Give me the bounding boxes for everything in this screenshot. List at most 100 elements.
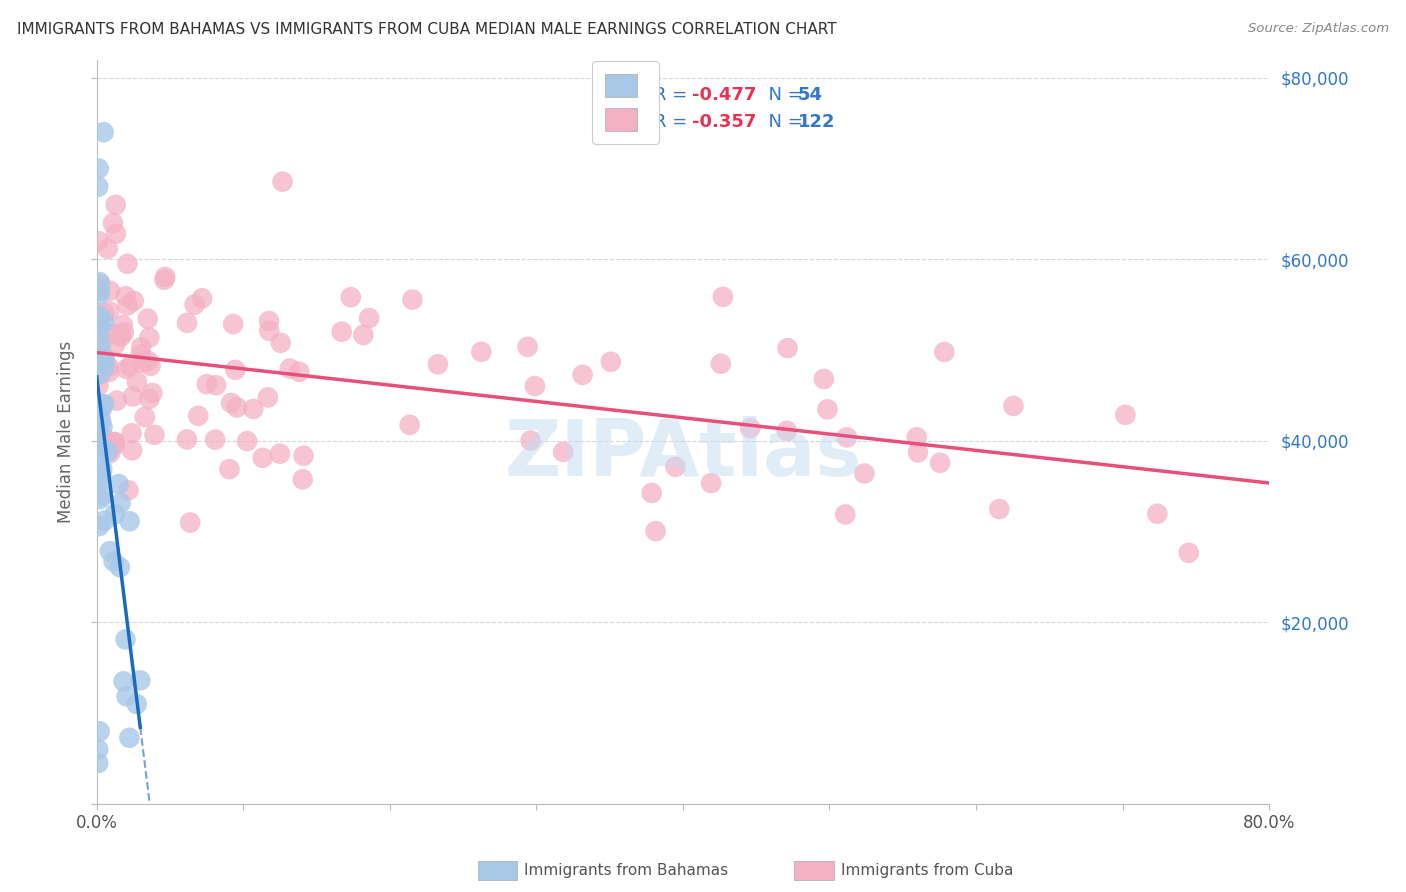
Point: [110, 330, 132, 344]
Point: [93, 359, 115, 374]
Point: [87, 309, 110, 323]
Point: [599, 355, 621, 369]
Point: [89, 492, 111, 507]
Point: [1114, 408, 1136, 422]
Point: [103, 554, 125, 568]
Point: [93, 431, 115, 445]
Text: N =: N =: [756, 86, 808, 103]
Point: [907, 445, 929, 459]
Text: -0.357: -0.357: [692, 113, 756, 131]
Point: [111, 318, 134, 333]
Point: [89, 284, 111, 298]
Point: [104, 227, 127, 241]
Text: IMMIGRANTS FROM BAHAMAS VS IMMIGRANTS FROM CUBA MEDIAN MALE EARNINGS CORRELATION: IMMIGRANTS FROM BAHAMAS VS IMMIGRANTS FR…: [17, 22, 837, 37]
Point: [138, 354, 160, 368]
Point: [87, 319, 110, 334]
Point: [87, 404, 110, 418]
Point: [90, 277, 112, 292]
Point: [87, 320, 110, 334]
Point: [934, 345, 956, 359]
Point: [117, 483, 139, 498]
Point: [1146, 507, 1168, 521]
Point: [834, 508, 856, 522]
Point: [292, 449, 315, 463]
Point: [571, 368, 593, 382]
Point: [103, 435, 125, 450]
Point: [90, 401, 112, 416]
Point: [242, 401, 264, 416]
Point: [89, 367, 111, 381]
Point: [278, 361, 301, 376]
Point: [426, 357, 449, 371]
Point: [776, 424, 799, 438]
Point: [125, 697, 148, 711]
Point: [110, 327, 132, 342]
Point: [98, 365, 121, 379]
Point: [98, 284, 121, 298]
Point: [222, 317, 245, 331]
Point: [104, 438, 127, 452]
Point: [120, 359, 142, 373]
Point: [835, 430, 858, 444]
Point: [131, 355, 153, 369]
Point: [98, 544, 121, 558]
Point: [776, 341, 799, 355]
Point: [122, 293, 145, 308]
Point: [134, 410, 156, 425]
Point: [176, 316, 198, 330]
Point: [176, 433, 198, 447]
Point: [817, 402, 839, 417]
Point: [87, 742, 110, 756]
Point: [87, 378, 110, 392]
Point: [104, 337, 127, 351]
Point: [87, 339, 110, 353]
Point: [129, 347, 152, 361]
Point: [93, 397, 115, 411]
Point: [141, 386, 163, 401]
Point: [89, 724, 111, 739]
Point: [87, 398, 110, 412]
Point: [114, 632, 136, 647]
Point: [988, 502, 1011, 516]
Point: [93, 125, 115, 139]
Point: [710, 357, 733, 371]
Point: [516, 340, 538, 354]
Point: [91, 420, 114, 434]
Point: [90, 338, 112, 352]
Point: [91, 462, 114, 476]
Point: [90, 468, 112, 483]
Point: [853, 467, 876, 481]
Point: [112, 326, 135, 340]
Point: [87, 450, 110, 465]
Point: [553, 445, 575, 459]
Point: [90, 397, 112, 411]
Point: [91, 489, 114, 503]
Text: R =: R =: [654, 86, 693, 103]
Point: [205, 378, 228, 392]
Point: [114, 289, 136, 303]
Point: [90, 320, 112, 334]
Point: [640, 486, 662, 500]
Point: [101, 327, 124, 342]
Point: [117, 257, 139, 271]
Point: [98, 359, 121, 374]
Point: [218, 462, 240, 476]
Point: [129, 341, 152, 355]
Point: [153, 273, 176, 287]
Point: [107, 477, 129, 491]
Point: [470, 344, 492, 359]
Point: [270, 335, 292, 350]
Point: [644, 524, 666, 539]
Point: [87, 234, 110, 248]
Point: [89, 326, 111, 340]
Point: [87, 161, 110, 176]
Point: [359, 311, 381, 326]
Point: [118, 731, 141, 745]
Text: Immigrants from Cuba: Immigrants from Cuba: [841, 863, 1014, 878]
Point: [700, 476, 723, 491]
Point: [98, 446, 121, 460]
Point: [121, 443, 143, 458]
Point: [138, 392, 160, 406]
Y-axis label: Median Male Earnings: Median Male Earnings: [58, 341, 75, 523]
Text: 122: 122: [797, 113, 835, 131]
